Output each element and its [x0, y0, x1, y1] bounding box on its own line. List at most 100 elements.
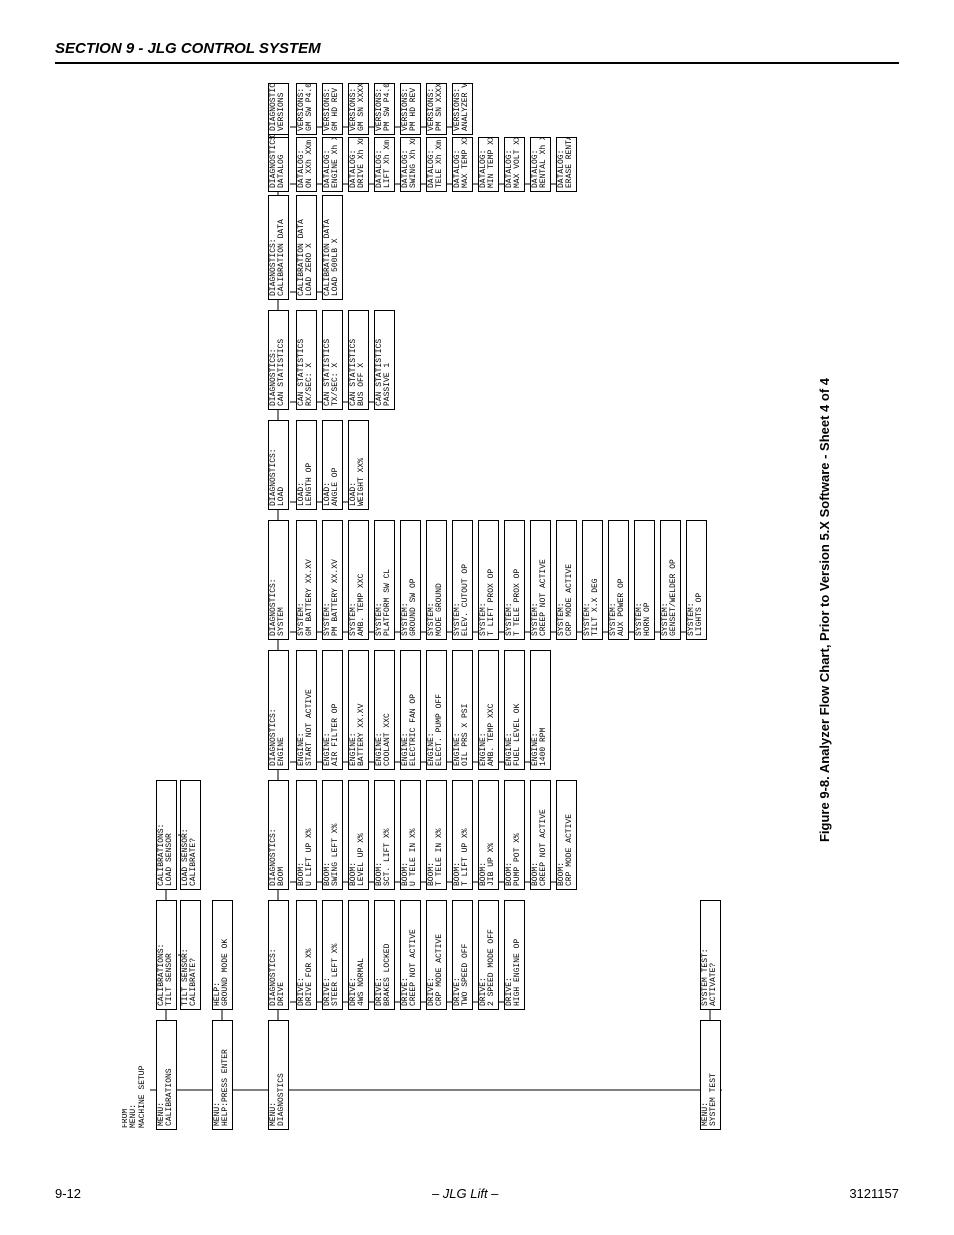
flow-node: DATALOG: ON XXh XXm	[296, 137, 317, 192]
flow-node: DIAGNOSTICS: CALIBRATION DATA	[268, 195, 289, 300]
flow-node: DRIVE: CREEP NOT ACTIVE	[400, 900, 421, 1010]
flow-node: DRIVE: HIGH ENGINE OP	[504, 900, 525, 1010]
flow-node: SYSTEM: TILT X.X DEG	[582, 520, 603, 640]
flow-node: SYSTEM: AMB. TEMP XXC	[348, 520, 369, 640]
flow-node: DATALOG: RENTAL Xh Xm	[530, 137, 551, 192]
flow-node: CALIBRATION DATA LOAD ZERO X	[296, 195, 317, 300]
flow-node: MENU: SYSTEM TEST	[700, 1020, 721, 1130]
flow-node: DATALOG: LIFT Xh Xm	[374, 137, 395, 192]
figure-caption: Figure 9-8. Analyzer Flow Chart, Prior t…	[818, 80, 832, 1140]
flow-node: DIAGNOSTICS: VERSIONS	[268, 83, 289, 135]
flow-node: SYSTEM: GROUND SW OP	[400, 520, 421, 640]
flow-node: LOAD: LENGTH OP	[296, 420, 317, 510]
flow-node: VERSIONS: GM HD REV 5	[322, 83, 343, 135]
flow-node: SYSTEM: T LIFT PROX OP	[478, 520, 499, 640]
flow-node: ENGINE: ELECTRIC FAN OP	[400, 650, 421, 770]
flow-node: ENGINE: 1400 RPM	[530, 650, 551, 770]
flow-node: BOOM: JIB UP X%	[478, 780, 499, 890]
flow-node: DIAGNOSTICS: SYSTEM	[268, 520, 289, 640]
flow-node: SYSTEM: T TELE PROX OP	[504, 520, 525, 640]
flow-node: SYSTEM: HORN OP	[634, 520, 655, 640]
flow-node: ENGINE: OIL PRS X PSI	[452, 650, 473, 770]
flow-node: DIAGNOSTICS: DRIVE	[268, 900, 289, 1010]
flow-node: CAN STATISTICS PASSIVE 1	[374, 310, 395, 410]
flow-node: BOOM: U TELE IN X%	[400, 780, 421, 890]
flow-node: DRIVE: BRAKES LOCKED	[374, 900, 395, 1010]
flow-node: MENU: DIAGNOSTICS	[268, 1020, 289, 1130]
flow-node: BOOM: T TELE IN X%	[426, 780, 447, 890]
flow-node: DIAGNOSTICS: LOAD	[268, 420, 289, 510]
flow-node: ENGINE: START NOT ACTIVE	[296, 650, 317, 770]
flow-node: DATALOG: TELE Xh Xm	[426, 137, 447, 192]
flow-node: SYSTEM: GM BATTERY XX.XV	[296, 520, 317, 640]
flow-node: BOOM: SWING LEFT X%	[322, 780, 343, 890]
flow-node: ENGINE: ELECT. PUMP OFF	[426, 650, 447, 770]
flow-node: MENU: CALIBRATIONS	[156, 1020, 177, 1130]
analyzer-flowchart: Figure 9-8. Analyzer Flow Chart, Prior t…	[120, 80, 840, 1140]
flow-node: BOOM: CRP MODE ACTIVE	[556, 780, 577, 890]
flow-node: BOOM: LEVEL UP X%	[348, 780, 369, 890]
flow-node: DIAGNOSTICS: DATALOG	[268, 137, 289, 192]
flow-node: DATALOG: MAX TEMP XXC	[452, 137, 473, 192]
flow-node: LOAD: ANGLE OP	[322, 420, 343, 510]
flow-node: DRIVE: DRIVE FOR X%	[296, 900, 317, 1010]
page-number: 9-12	[55, 1186, 81, 1201]
flow-node: VERSIONS: ANALYZER V6.3	[452, 83, 473, 135]
flow-node: DATALOG: DRIVE Xh Xm	[348, 137, 369, 192]
flow-node: HELP: GROUND MODE OK	[212, 900, 233, 1010]
flow-node: SYSTEM: GENSET/WELDER OP	[660, 520, 681, 640]
flow-node: CALIBRATION DATA LOAD 500LB X	[322, 195, 343, 300]
flow-node: CAN STATISTICS TX/SEC: X	[322, 310, 343, 410]
section-title: SECTION 9 - JLG CONTROL SYSTEM	[55, 40, 321, 57]
flow-node: SYSTEM: ELEV. CUTOUT OP	[452, 520, 473, 640]
flow-node: VERSIONS: PM SW P4.0	[374, 83, 395, 135]
flow-node: ENGINE: AMB. TEMP XXC	[478, 650, 499, 770]
flow-node: DRIVE: 2 SPEED MODE OFF	[478, 900, 499, 1010]
flow-node: CAN STATISTICS RX/SEC: X	[296, 310, 317, 410]
flow-node: LOAD: WEIGHT XX%	[348, 420, 369, 510]
flow-node: CALIBRATIONS: TILT SENSOR	[156, 900, 177, 1010]
flow-node: ENGINE: FUEL LEVEL OK	[504, 650, 525, 770]
flow-node: VERSIONS: PM SN XXXXXX	[426, 83, 447, 135]
flow-node: DATALOG: ERASE RENTAL?	[556, 137, 577, 192]
footer-center: – JLG Lift –	[432, 1186, 498, 1201]
flow-node: DRIVE: TWO SPEED OFF	[452, 900, 473, 1010]
flow-node: SYSTEM: AUX POWER OP	[608, 520, 629, 640]
flowchart-container: Figure 9-8. Analyzer Flow Chart, Prior t…	[120, 80, 840, 1140]
flow-node: DRIVE: 4WS NORMAL	[348, 900, 369, 1010]
flow-node: ENGINE: AIR FILTER OP	[322, 650, 343, 770]
flow-node: BOOM: PUMP POT X%	[504, 780, 525, 890]
flow-node: SYSTEM: CRP MODE ACTIVE	[556, 520, 577, 640]
doc-number: 3121157	[849, 1186, 899, 1201]
flow-node: BOOM: CREEP NOT ACTIVE	[530, 780, 551, 890]
flow-node: DATALOG: MIN TEMP XXC	[478, 137, 499, 192]
flow-node: BOOM: SCT. LIFT X%	[374, 780, 395, 890]
flow-node: SYSTEM: PM BATTERY XX.XV	[322, 520, 343, 640]
flow-node: MENU: HELP:PRESS ENTER	[212, 1020, 233, 1130]
flow-node: VERSIONS: GM SN XXXXXX	[348, 83, 369, 135]
flow-node: DATALOG: SWING Xh Xm	[400, 137, 421, 192]
flow-node: DIAGNOSTICS: ENGINE	[268, 650, 289, 770]
flow-node: CAN STATISTICS BUS OFF X	[348, 310, 369, 410]
flow-node: DRIVE: CRP MODE ACTIVE	[426, 900, 447, 1010]
flow-node: ENGINE: BATTERY XX.XV	[348, 650, 369, 770]
flow-node: ENGINE: COOLANT XXC	[374, 650, 395, 770]
flow-node: BOOM: U LIFT UP X%	[296, 780, 317, 890]
manual-page: SECTION 9 - JLG CONTROL SYSTEM Figure 9-…	[0, 0, 954, 1235]
flow-node: DATALOG: MAX VOLT XX.XV	[504, 137, 525, 192]
flow-node: DATALOG: ENGINE Xh Xm	[322, 137, 343, 192]
flow-node: VERSIONS: PM HD REV 2	[400, 83, 421, 135]
flow-node: DIAGNOSTICS: CAN STATISTICS	[268, 310, 289, 410]
flow-node: FROM MENU: MACHINE SETUP	[122, 1030, 147, 1130]
page-footer: 9-12 – JLG Lift – 3121157	[55, 1186, 899, 1201]
flow-node: BOOM: T LIFT UP X%	[452, 780, 473, 890]
flow-node: DRIVE: STEER LEFT X%	[322, 900, 343, 1010]
flow-node: VERSIONS: GM SW P4.0	[296, 83, 317, 135]
page-header: SECTION 9 - JLG CONTROL SYSTEM	[55, 40, 899, 64]
flow-node: DIAGNOSTICS: BOOM	[268, 780, 289, 890]
flow-node: SYSTEM: PLATFORM SW CL	[374, 520, 395, 640]
flow-node: TILT SENSOR: CALIBRATE?	[180, 900, 201, 1010]
flow-node: LOAD SENSOR: CALIBRATE?	[180, 780, 201, 890]
flow-node: CALIBRATIONS: LOAD SENSOR	[156, 780, 177, 890]
flow-node: SYSTEM: MODE GROUND	[426, 520, 447, 640]
